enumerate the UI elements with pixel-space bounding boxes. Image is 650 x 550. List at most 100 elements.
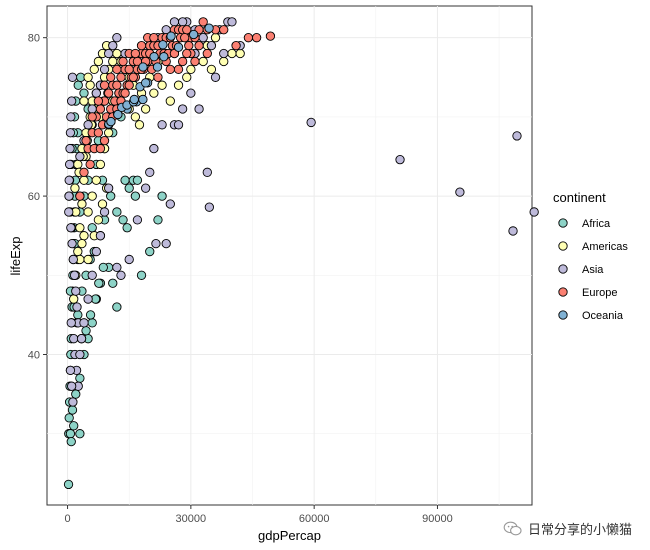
data-point — [79, 167, 89, 177]
data-point — [64, 413, 74, 423]
data-point — [64, 175, 74, 185]
data-point — [104, 183, 114, 193]
data-point — [149, 33, 159, 43]
data-point — [75, 429, 85, 439]
data-point — [87, 223, 97, 233]
data-point — [104, 88, 114, 98]
legend-label: Oceania — [582, 310, 624, 322]
data-point — [112, 302, 122, 312]
data-point — [75, 349, 85, 360]
data-point — [202, 167, 212, 177]
data-point — [161, 238, 171, 249]
data-point — [159, 52, 169, 62]
data-point — [64, 159, 75, 170]
data-point — [77, 238, 87, 249]
data-point — [89, 64, 99, 75]
data-point — [130, 191, 141, 201]
legend-label: Europe — [582, 287, 617, 299]
data-point — [529, 207, 539, 217]
data-point — [158, 40, 168, 50]
axes: 0 30000 60000 90000 40 60 80 — [28, 33, 453, 525]
data-point — [69, 334, 79, 344]
data-point — [132, 175, 143, 185]
data-point — [67, 405, 78, 415]
data-point — [194, 40, 204, 51]
data-point — [145, 246, 155, 257]
data-point — [70, 183, 80, 193]
data-point — [83, 207, 93, 217]
data-point — [75, 373, 85, 383]
data-point — [99, 64, 110, 75]
data-point — [66, 112, 76, 122]
data-point — [140, 104, 151, 114]
data-point — [79, 231, 89, 241]
data-point — [83, 72, 93, 82]
data-point — [87, 191, 97, 201]
data-point — [71, 286, 81, 296]
data-point — [173, 42, 184, 52]
data-point — [95, 104, 106, 114]
data-point — [67, 238, 77, 249]
legend-label: Africa — [582, 218, 611, 230]
data-point — [95, 231, 106, 241]
data-point — [251, 33, 262, 43]
data-point — [85, 310, 96, 320]
data-point — [169, 17, 180, 27]
data-point — [83, 254, 93, 265]
data-point — [157, 191, 167, 201]
data-point — [198, 17, 208, 27]
data-point — [306, 117, 316, 128]
data-point — [202, 48, 212, 59]
data-point — [79, 175, 89, 185]
data-point — [99, 207, 110, 217]
legend-key — [558, 287, 568, 297]
data-point — [186, 64, 196, 75]
data-point — [204, 202, 215, 212]
data-point — [149, 88, 159, 98]
data-point — [68, 254, 78, 265]
x-tick-label: 60000 — [299, 513, 330, 525]
data-point — [69, 294, 79, 304]
data-point — [152, 62, 163, 72]
data-point — [118, 215, 128, 225]
data-point — [67, 381, 77, 391]
data-point — [165, 199, 175, 209]
data-point — [124, 80, 134, 90]
data-point — [65, 128, 76, 138]
data-point — [118, 56, 128, 67]
data-point — [166, 31, 176, 41]
data-point — [165, 64, 175, 75]
data-point — [65, 365, 76, 375]
data-point — [177, 56, 188, 67]
wechat-icon — [503, 521, 522, 535]
data-point — [186, 88, 196, 98]
data-point — [134, 120, 145, 130]
data-point — [112, 48, 122, 59]
data-point — [136, 40, 147, 51]
x-tick-label: 0 — [64, 513, 70, 525]
data-point — [67, 72, 78, 82]
data-point — [219, 25, 229, 35]
data-point — [198, 33, 208, 43]
data-point — [87, 104, 97, 114]
data-point — [130, 48, 141, 59]
data-point — [112, 33, 122, 43]
data-point — [108, 40, 118, 51]
data-point — [182, 48, 192, 59]
data-point — [87, 112, 97, 122]
data-points — [63, 17, 539, 490]
data-point — [122, 223, 132, 233]
data-point — [83, 120, 93, 130]
data-point — [265, 31, 276, 41]
data-point — [455, 187, 465, 197]
data-point — [149, 143, 159, 154]
data-point — [95, 143, 106, 154]
data-point — [93, 128, 104, 138]
data-point — [94, 278, 104, 288]
data-point — [206, 64, 217, 75]
data-point — [145, 167, 155, 177]
data-point — [104, 128, 114, 138]
data-point — [151, 238, 161, 249]
data-point — [243, 33, 254, 43]
